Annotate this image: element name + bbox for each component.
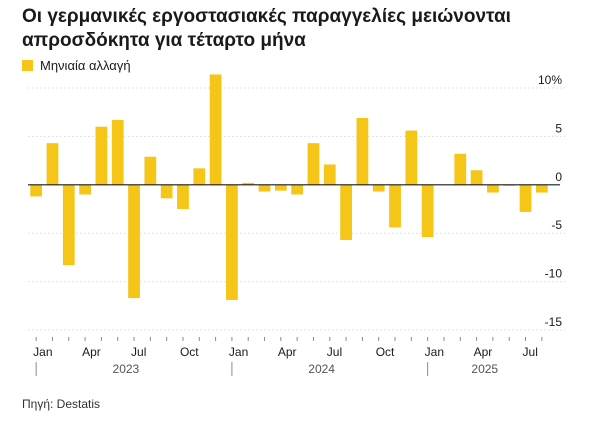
bar [454, 153, 467, 185]
x-tick-label: Apr [82, 345, 101, 359]
bar [323, 164, 336, 185]
bar [307, 143, 320, 185]
bar [519, 184, 532, 212]
legend-label: Μηνιαία αλλαγή [40, 58, 131, 73]
x-tick-label: Jul [523, 345, 538, 359]
y-tick-label: 5 [555, 121, 562, 135]
y-tick-label: -10 [545, 267, 563, 281]
bar [111, 119, 124, 185]
x-axis-ticks: Jan Apr Jul Oct Jan Apr Jul Oct Jan Apr Jul [33, 337, 543, 359]
bar [193, 168, 206, 185]
bar [389, 184, 401, 228]
y-tick-label: 10% [538, 73, 562, 87]
year-label: 2023 [113, 362, 140, 376]
bar [46, 143, 59, 185]
bar [356, 118, 369, 185]
y-tick-label: -15 [545, 315, 563, 329]
y-tick-label: 0 [555, 170, 562, 184]
bar [274, 184, 287, 191]
year-label: 2025 [471, 362, 498, 376]
bar [79, 184, 91, 195]
legend: Μηνιαία αλλαγή [22, 58, 131, 73]
bar [340, 184, 352, 240]
y-axis-ticks: 10% 5 0 -5 -10 -15 [538, 73, 562, 329]
bars [30, 74, 548, 300]
x-tick-label: Apr [474, 345, 493, 359]
source-note: Πηγή: Destatis [22, 397, 101, 411]
bar [209, 74, 222, 185]
bar [242, 182, 255, 185]
y-tick-label: -5 [551, 218, 562, 232]
x-tick-label: Jan [425, 345, 444, 359]
x-tick-label: Jul [327, 345, 342, 359]
bar [30, 184, 43, 197]
x-tick-label: Jul [131, 345, 146, 359]
x-tick-label: Oct [376, 345, 395, 359]
bar [405, 130, 418, 185]
legend-swatch [22, 60, 33, 71]
bar [258, 184, 271, 192]
bar [470, 170, 483, 185]
bar [291, 184, 304, 195]
bar [372, 184, 385, 192]
bar [128, 184, 140, 299]
x-tick-label: Jan [229, 345, 248, 359]
x-tick-label: Jan [33, 345, 52, 359]
bar [95, 126, 108, 185]
bar [226, 184, 238, 300]
bar [421, 184, 434, 238]
chart-title: Οι γερμανικές εργοστασιακές παραγγελίες … [22, 6, 511, 51]
gridlines [28, 87, 565, 331]
bar [160, 184, 173, 199]
bar [62, 184, 75, 266]
year-axis: 2023 2024 2025 [35, 362, 498, 376]
bar-chart: 10%50-5-10-15 Jan Apr Jul Oct Jan Apr Jul Oct Ja… [28, 73, 565, 376]
bar [144, 156, 157, 185]
x-tick-label: Oct [180, 345, 199, 359]
bar [535, 184, 548, 193]
year-label: 2024 [308, 362, 335, 376]
x-tick-label: Apr [278, 345, 297, 359]
bar [177, 184, 189, 209]
bar [487, 184, 499, 193]
